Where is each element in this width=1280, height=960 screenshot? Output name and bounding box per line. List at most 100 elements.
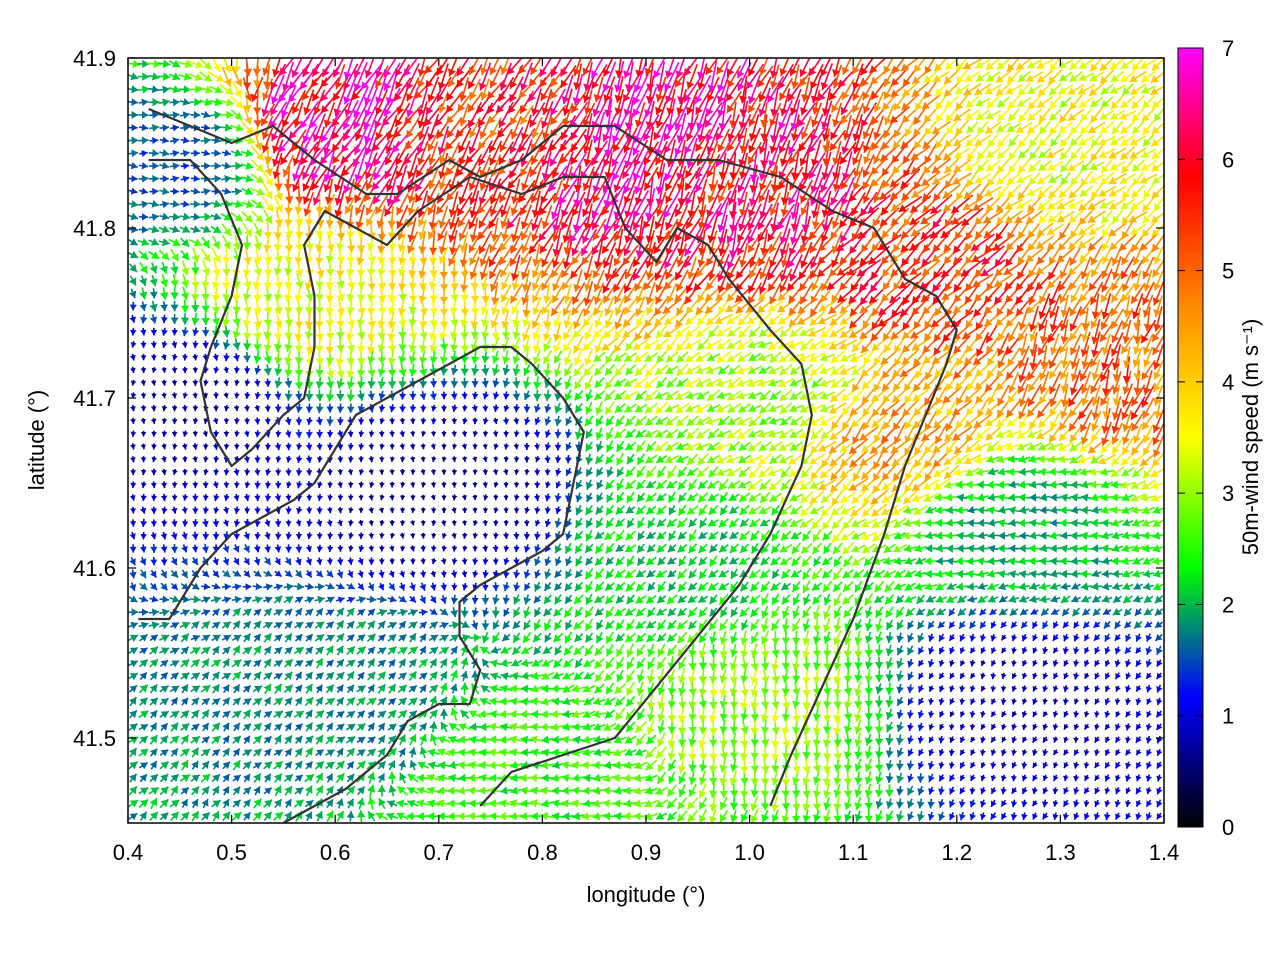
wind-arrow — [1022, 787, 1028, 794]
wind-arrow — [504, 444, 510, 450]
wind-arrow — [555, 518, 562, 527]
wind-arrow — [1126, 788, 1132, 794]
wind-arrow — [139, 763, 147, 770]
wind-arrow — [306, 545, 312, 552]
wind-arrow — [854, 643, 862, 658]
wind-arrow — [919, 673, 925, 679]
wind-arrow — [512, 646, 520, 654]
wind-arrow — [275, 570, 282, 576]
wind-arrow — [513, 582, 520, 591]
wind-arrow — [421, 508, 426, 513]
wind-arrow — [376, 813, 388, 820]
wind-arrow — [411, 508, 416, 513]
wind-arrow — [140, 519, 147, 527]
wind-arrow — [191, 724, 199, 731]
wind-arrow — [139, 226, 149, 234]
wind-arrow — [617, 441, 624, 452]
wind-arrow — [419, 336, 427, 352]
wind-arrow — [265, 418, 271, 425]
wind-arrow — [917, 811, 925, 821]
wind-arrow — [823, 732, 831, 747]
wind-arrow — [141, 405, 147, 411]
wind-arrow — [379, 444, 384, 450]
wind-arrow — [987, 506, 999, 514]
wind-arrow — [1111, 557, 1123, 565]
wind-arrow — [160, 274, 168, 287]
wind-arrow — [367, 659, 374, 668]
wind-arrow — [234, 392, 240, 398]
wind-arrow — [635, 722, 647, 733]
wind-arrow — [388, 595, 397, 602]
wind-arrow — [367, 797, 375, 810]
wind-arrow — [929, 686, 935, 692]
wind-arrow — [605, 390, 615, 401]
wind-arrow — [306, 417, 313, 425]
wind-arrow — [566, 481, 572, 489]
wind-arrow — [172, 482, 178, 488]
wind-arrow — [865, 734, 873, 746]
wind-arrow — [336, 737, 345, 744]
wind-arrow — [171, 673, 179, 680]
wind-arrow — [336, 724, 344, 731]
wind-arrow — [521, 672, 533, 680]
wind-arrow — [1105, 673, 1111, 679]
wind-arrow — [316, 697, 323, 706]
wind-arrow — [357, 697, 365, 705]
wind-arrow — [949, 762, 955, 769]
wind-arrow — [596, 620, 603, 630]
wind-arrow — [337, 557, 344, 565]
wind-arrow — [998, 544, 1010, 552]
wind-arrow — [657, 733, 665, 747]
wind-arrow — [483, 495, 488, 501]
wind-arrow — [492, 607, 500, 618]
wind-arrow — [1053, 673, 1058, 679]
wind-arrow — [595, 658, 605, 668]
wind-arrow — [916, 464, 926, 480]
wind-arrow — [193, 405, 199, 411]
wind-arrow — [521, 697, 533, 705]
wind-arrow — [751, 619, 759, 630]
wind-arrow — [378, 660, 385, 667]
wind-arrow — [689, 519, 697, 527]
wind-arrow — [327, 482, 333, 488]
wind-arrow — [657, 532, 666, 540]
wind-arrow — [956, 582, 968, 590]
wind-arrow — [896, 735, 904, 745]
wind-arrow — [336, 390, 344, 401]
wind-arrow — [1064, 711, 1069, 717]
wind-arrow — [129, 774, 136, 782]
wind-arrow — [555, 378, 562, 388]
wind-arrow — [760, 390, 771, 400]
wind-arrow — [886, 747, 894, 757]
wind-arrow — [212, 622, 220, 629]
wind-arrow — [160, 750, 168, 757]
wind-arrow — [956, 544, 967, 552]
wind-arrow — [544, 404, 551, 413]
wind-arrow — [535, 417, 541, 425]
wind-arrow — [409, 622, 418, 629]
wind-arrow — [190, 213, 200, 221]
wind-arrow — [347, 621, 354, 628]
wind-arrow — [1080, 544, 1092, 552]
wind-arrow — [834, 744, 842, 760]
wind-arrow — [450, 311, 458, 327]
wind-arrow — [1094, 749, 1100, 756]
wind-arrow — [555, 468, 561, 476]
wind-arrow — [792, 695, 800, 709]
wind-arrow — [160, 723, 167, 730]
wind-arrow — [855, 581, 862, 592]
wind-arrow — [139, 213, 148, 220]
wind-arrow — [1039, 519, 1051, 527]
wind-arrow — [813, 617, 821, 632]
wind-arrow — [614, 379, 626, 386]
wind-arrow — [988, 531, 999, 539]
wind-arrow — [358, 443, 364, 450]
wind-arrow — [669, 492, 676, 503]
wind-arrow — [1125, 634, 1131, 642]
wind-arrow — [399, 571, 405, 578]
wind-arrow — [347, 761, 354, 768]
wind-arrow — [275, 404, 282, 412]
wind-arrow — [338, 494, 344, 500]
wind-arrow — [760, 519, 770, 526]
wind-arrow — [243, 532, 249, 540]
